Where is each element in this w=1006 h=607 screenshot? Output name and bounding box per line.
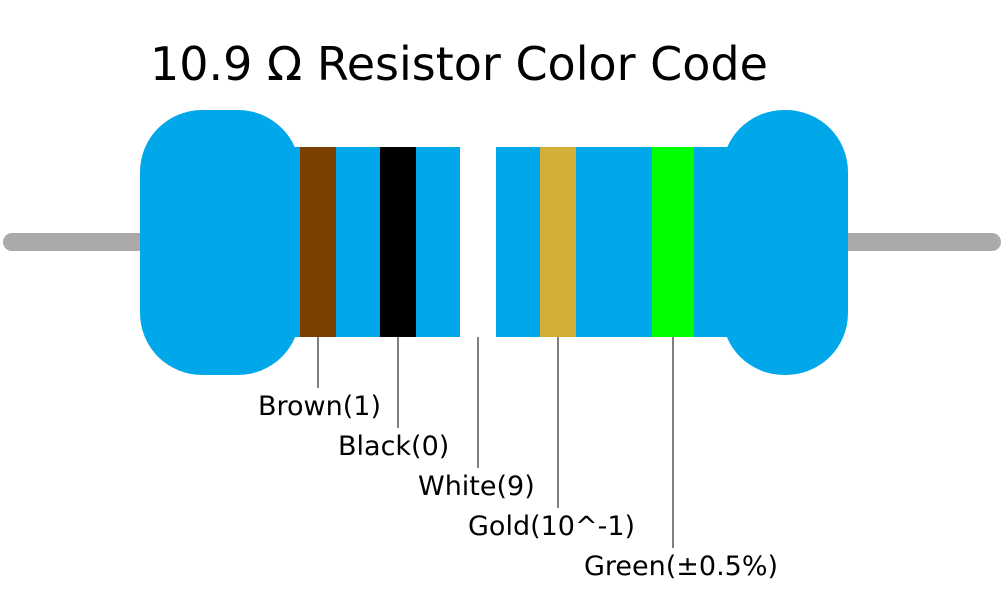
band <box>300 147 336 337</box>
band-label: Gold(10^-1) <box>468 511 635 542</box>
band <box>380 147 416 337</box>
band-label: Black(0) <box>338 431 449 462</box>
band-label: Brown(1) <box>258 391 381 422</box>
title: 10.9 Ω Resistor Color Code <box>150 37 768 91</box>
band <box>540 147 576 337</box>
band-label: White(9) <box>418 471 535 502</box>
band-label: Green(±0.5%) <box>584 551 778 582</box>
right-cap <box>722 110 848 375</box>
band <box>460 147 496 337</box>
band <box>652 147 694 337</box>
